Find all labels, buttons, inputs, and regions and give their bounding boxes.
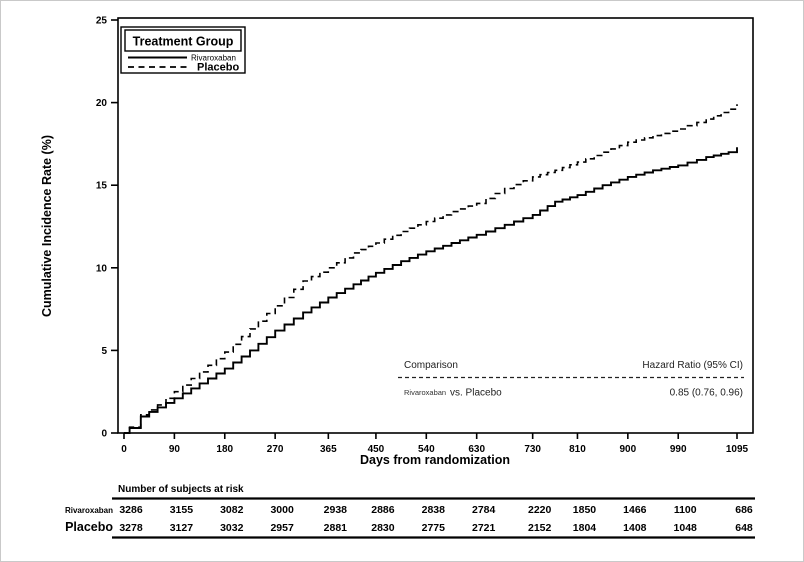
y-tick-label: 25 (96, 16, 108, 27)
y-tick-label: 10 (96, 263, 108, 274)
legend: Treatment Group Rivaroxaban Placebo (120, 26, 246, 74)
comparison-table: Comparison Hazard Ratio (95% CI) Rivarox… (398, 360, 744, 399)
legend-label-rivaroxaban: Rivaroxaban (191, 54, 236, 63)
risk-value-placebo: 1804 (573, 522, 597, 534)
x-tick-label: 90 (169, 444, 181, 455)
y-tick-label: 20 (96, 98, 108, 109)
y-axis-title: Cumulative Incidence Rate (%) (40, 135, 54, 317)
legend-title: Treatment Group (133, 35, 234, 49)
risk-value-rivaroxaban: 1850 (573, 504, 597, 516)
risk-table-title: Number of subjects at risk (118, 484, 244, 495)
comparison-row-group: Rivaroxaban (404, 388, 446, 397)
x-tick-label: 365 (320, 444, 337, 455)
curve-rivaroxaban (124, 147, 738, 434)
risk-value-rivaroxaban: 2838 (422, 504, 446, 516)
risk-value-placebo: 2152 (528, 522, 552, 534)
x-axis: 0 90 180 270 365 450 540 630 730 810 900 990 1095 (121, 433, 749, 455)
risk-table: Number of subjects at risk Rivaroxaban P… (65, 484, 755, 539)
risk-value-rivaroxaban: 2784 (472, 504, 496, 516)
y-tick-label: 15 (96, 181, 108, 192)
risk-value-placebo: 2721 (472, 522, 496, 534)
hazard-ratio-header: Hazard Ratio (95% CI) (642, 360, 743, 371)
risk-value-rivaroxaban: 2220 (528, 504, 552, 516)
comparison-header: Comparison (404, 360, 458, 371)
risk-value-rivaroxaban: 1466 (623, 504, 647, 516)
risk-value-placebo: 2775 (422, 522, 446, 534)
legend-label-placebo: Placebo (197, 62, 239, 74)
risk-value-placebo: 648 (735, 522, 753, 534)
legend-title-box (124, 29, 242, 52)
risk-value-placebo: 1048 (674, 522, 698, 534)
x-tick-label: 1095 (726, 444, 749, 455)
y-tick-label: 0 (101, 429, 107, 440)
y-axis: 0 5 10 15 20 25 (96, 16, 118, 440)
y-tick-label: 5 (101, 346, 107, 357)
x-tick-label: 180 (216, 444, 233, 455)
risk-value-rivaroxaban: 3000 (270, 504, 294, 516)
risk-value-placebo: 1408 (623, 522, 647, 534)
x-tick-label: 990 (670, 444, 687, 455)
x-tick-label: 450 (368, 444, 385, 455)
risk-value-placebo: 2957 (270, 522, 294, 534)
legend-outer-box (120, 26, 246, 74)
x-axis-title: Days from randomization (360, 453, 510, 467)
risk-value-rivaroxaban: 3155 (170, 504, 194, 516)
x-tick-label: 810 (569, 444, 586, 455)
x-tick-label: 0 (121, 444, 127, 455)
curve-placebo (124, 104, 738, 434)
x-tick-label: 630 (468, 444, 485, 455)
plot-frame (117, 17, 754, 434)
risk-value-placebo: 2830 (371, 522, 395, 534)
incidence-curves (124, 104, 738, 434)
x-tick-label: 730 (524, 444, 541, 455)
hazard-ratio-value: 0.85 (0.76, 0.96) (670, 388, 743, 399)
risk-value-placebo: 3278 (119, 522, 143, 534)
risk-value-rivaroxaban: 3286 (119, 504, 143, 516)
risk-value-rivaroxaban: 3082 (220, 504, 244, 516)
risk-row-label-placebo: Placebo (65, 520, 113, 534)
risk-value-placebo: 3127 (170, 522, 194, 534)
risk-value-rivaroxaban: 2886 (371, 504, 395, 516)
x-tick-label: 540 (418, 444, 435, 455)
risk-value-rivaroxaban: 1100 (674, 504, 697, 516)
risk-values: 3286 3155 3082 3000 2938 2886 2838 2784 2220 1850… (119, 504, 753, 534)
risk-value-placebo: 3032 (220, 522, 244, 534)
x-tick-label: 900 (619, 444, 636, 455)
comparison-row-vs: vs. Placebo (450, 388, 502, 399)
risk-value-rivaroxaban: 2938 (324, 504, 348, 516)
x-tick-label: 270 (267, 444, 284, 455)
risk-value-placebo: 2881 (324, 522, 348, 534)
risk-value-rivaroxaban: 686 (735, 504, 753, 516)
risk-row-label-rivaroxaban: Rivaroxaban (65, 506, 113, 515)
